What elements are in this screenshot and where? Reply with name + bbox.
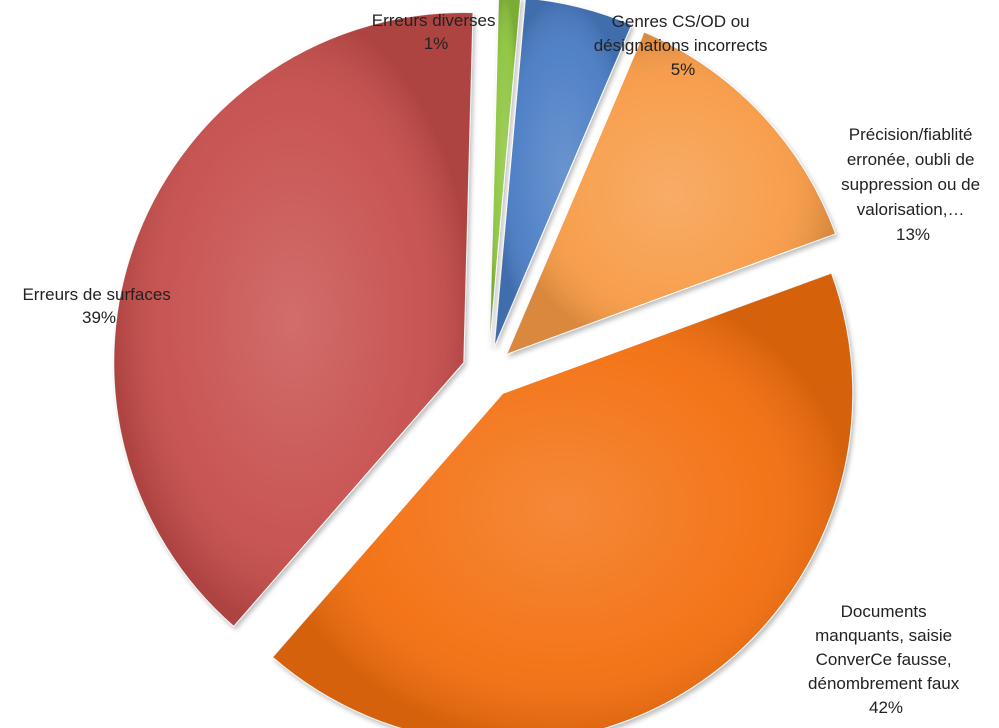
slice-precision-shading [506, 32, 836, 355]
slice-label-precision: Précision/fiablité erronée, oubli de sup… [841, 125, 985, 244]
slice-label-erreurs-surfaces: Erreurs de surfaces 39% [22, 285, 175, 327]
slice-label-erreurs-diverses: Erreurs diverses 1% [372, 11, 501, 53]
slice-erreurs-diverses-shading [489, 0, 521, 347]
slice-label-documents-manquants: Documents manquants, saisie ConverCe fau… [808, 602, 964, 717]
slice-erreurs-surfaces-shading [113, 12, 473, 627]
slice-label-genres-csod: Genres CS/OD ou désignations incorrects … [594, 12, 773, 79]
slice-documents-manquants-shading [272, 273, 853, 728]
slice-genres-csod-shading [494, 0, 632, 347]
